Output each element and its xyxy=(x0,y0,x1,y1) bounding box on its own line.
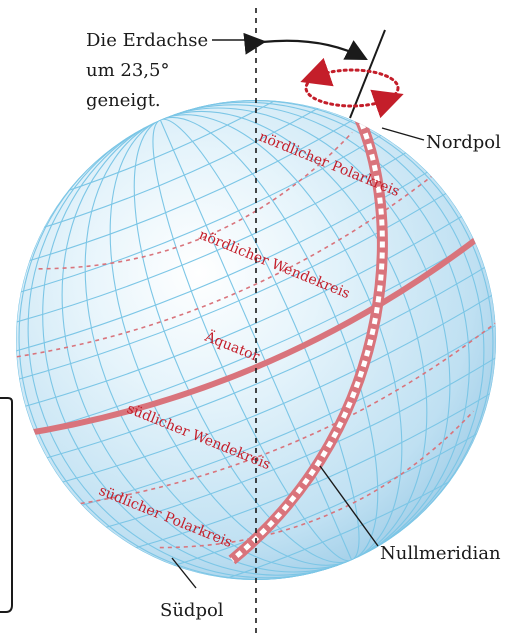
rotation-ellipse xyxy=(304,68,400,108)
frame-edge xyxy=(0,397,13,613)
south-pole-label: Südpol xyxy=(160,600,224,621)
rotation-arrow-left xyxy=(300,57,334,87)
rotation-arrow-right xyxy=(370,89,404,119)
tropic-capricorn-line xyxy=(80,322,496,505)
equator-line xyxy=(17,228,490,438)
tilt-angle-arrow xyxy=(243,32,368,61)
south-pole-leader xyxy=(171,557,197,589)
prime-meridian-leader xyxy=(319,465,379,547)
axis-label-line2: um 23,5° xyxy=(86,60,169,81)
arctic-circle-line xyxy=(38,131,353,270)
prime-meridian-band xyxy=(228,110,388,565)
axis-label-line1: Die Erdachse xyxy=(86,30,208,51)
axis-label-line3: geneigt. xyxy=(86,90,161,111)
antarctic-circle-line xyxy=(159,410,475,549)
north-pole-label: Nordpol xyxy=(426,132,501,153)
globe-grid xyxy=(16,100,496,580)
earth-axis-line xyxy=(349,29,386,119)
prime-meridian-label: Nullmeridian xyxy=(380,543,501,564)
north-pole-leader xyxy=(381,127,425,141)
